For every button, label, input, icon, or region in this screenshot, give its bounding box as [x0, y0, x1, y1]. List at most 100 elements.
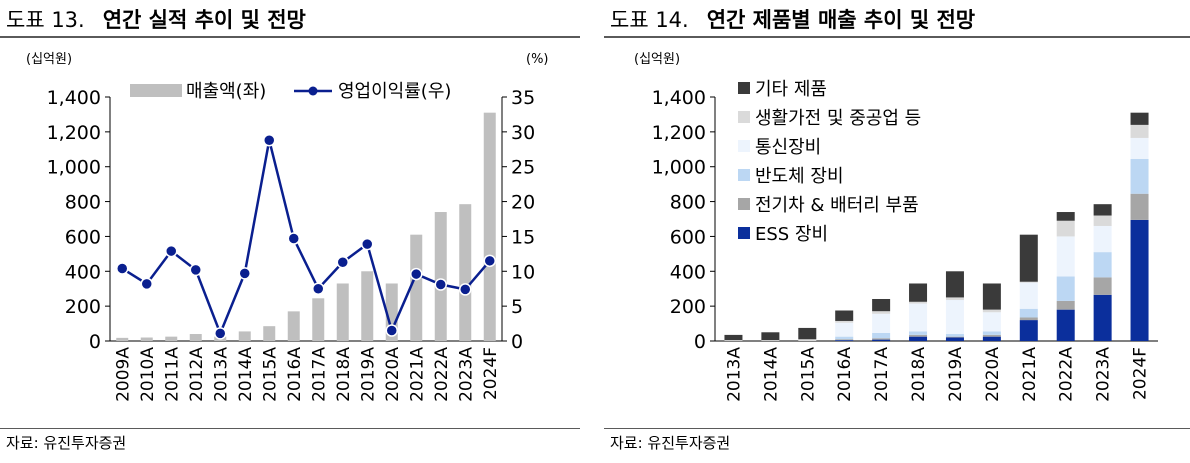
bar-segment	[1019, 317, 1038, 321]
x-tick-label: 2023A	[456, 347, 476, 402]
y-tick-label-left: 1,000	[652, 157, 706, 179]
point-operating-margin	[385, 324, 398, 337]
y-tick-label-right: 30	[511, 122, 535, 144]
x-tick-label: 2014A	[761, 347, 781, 402]
bar-revenue	[189, 334, 202, 341]
bar-segment	[1019, 281, 1038, 283]
line-operating-margin	[121, 139, 491, 337]
chart-title-text: 연간 실적 추이 및 전망	[102, 8, 306, 32]
bar-revenue	[483, 112, 496, 341]
bar-revenue	[459, 204, 472, 341]
bar-segment	[872, 311, 891, 314]
bar-revenue	[287, 311, 300, 341]
bar-segment	[1056, 309, 1075, 341]
bar-segment	[945, 334, 964, 337]
y-tick-label-left: 1,400	[652, 87, 706, 109]
bar-segment	[872, 339, 891, 341]
point-operating-margin	[116, 262, 129, 275]
point-operating-margin	[238, 267, 251, 280]
bar-segment	[1130, 124, 1149, 138]
point-operating-margin	[312, 282, 325, 295]
bar-revenue	[263, 326, 276, 341]
x-tick-label: 2012A	[187, 347, 207, 402]
legend-swatch-revenue	[130, 84, 182, 97]
point-operating-margin	[434, 278, 447, 291]
product-revenue-chart: (십억원) 0 200 400 600 800 1,000 1,200 1,400 2013A 20…	[634, 52, 1158, 402]
bar-segment	[872, 338, 891, 340]
bar-segment	[982, 336, 1001, 341]
x-tick-label: 2022A	[432, 347, 452, 402]
legend-swatch	[738, 82, 750, 94]
bar-revenue	[336, 283, 349, 341]
bar-segment	[1056, 212, 1075, 221]
y-tick-label-left: 0	[89, 331, 101, 353]
x-tick-label: 2019A	[946, 347, 966, 402]
x-tick-label: 2020A	[383, 347, 403, 402]
point-operating-margin	[410, 267, 423, 281]
y-tick-label-left: 1,000	[47, 157, 101, 179]
source-note: 자료: 유진투자증권	[610, 434, 731, 452]
bar-segment	[1056, 276, 1075, 301]
bar-segment	[982, 312, 1001, 332]
bar-segment	[835, 310, 854, 321]
y-tick-label-right: 15	[511, 226, 535, 248]
x-tick-label: 2013A	[211, 347, 231, 402]
y-tick-label-left: 400	[670, 261, 706, 283]
figure-label: 도표 14.	[610, 8, 689, 32]
chart-title-products: 도표 14. 연간 제품별 매출 추이 및 전망	[610, 4, 975, 34]
bar-revenue	[140, 337, 153, 341]
point-operating-margin	[189, 263, 202, 277]
y-tick-label-left: 0	[694, 331, 706, 353]
point-operating-margin	[336, 255, 349, 269]
x-tick-label: 2015A	[798, 347, 818, 402]
x-tick-label: 2018A	[909, 347, 929, 402]
bar-segment	[1093, 294, 1112, 341]
bar-segment	[1056, 220, 1075, 237]
bar-segment	[1093, 225, 1112, 253]
x-tick-label: 2009A	[113, 347, 133, 402]
bar-segment	[982, 309, 1001, 313]
bar-segment	[1019, 320, 1038, 341]
x-tick-label: 2022A	[1057, 347, 1077, 402]
legend-label: 생활가전 및 중공업 등	[755, 108, 921, 129]
legend-label: 통신장비	[755, 137, 821, 158]
x-tick-label: 2016A	[285, 347, 305, 402]
point-operating-margin	[140, 277, 153, 291]
legend-swatch	[738, 140, 750, 152]
bar-segment	[872, 298, 891, 312]
y-tick-label-left: 1,200	[47, 122, 101, 144]
bar-segment	[982, 334, 1001, 337]
x-tick-label: 2011A	[162, 347, 182, 402]
bar-segment	[798, 327, 817, 340]
legend-label: 기타 제품	[755, 79, 827, 100]
point-operating-margin	[165, 244, 178, 258]
bar-segment	[1056, 236, 1075, 277]
y-tick-label-right: 35	[511, 87, 535, 109]
bar-segment	[982, 331, 1001, 335]
point-operating-margin	[361, 237, 374, 251]
y-tick-label-left: 800	[65, 192, 101, 214]
x-tick-label: 2021A	[407, 347, 427, 402]
legend-swatch	[738, 111, 750, 123]
bar-segment	[1093, 215, 1112, 226]
chart-title-text: 연간 제품별 매출 추이 및 전망	[706, 8, 976, 32]
x-tick-label: 2023A	[1094, 347, 1114, 402]
bar-segment	[835, 340, 854, 341]
bar-segment	[1130, 137, 1149, 159]
bar-segment	[909, 334, 928, 337]
x-tick-label: 2021A	[1020, 347, 1040, 402]
bar-segment	[1130, 219, 1149, 341]
point-operating-margin	[459, 283, 472, 296]
title-divider	[0, 36, 580, 38]
bar-segment	[761, 332, 780, 341]
x-tick-label: 2020A	[983, 347, 1003, 402]
point-operating-margin	[287, 232, 300, 245]
bar-segment	[798, 339, 817, 341]
y-axis-unit-right: (%)	[526, 52, 549, 67]
x-tick-label: 2010A	[138, 347, 158, 402]
legend-label: 반도체 장비	[755, 166, 844, 187]
y-tick-label-left: 1,400	[47, 87, 101, 109]
source-divider	[0, 428, 580, 429]
y-tick-label-right: 20	[511, 192, 535, 214]
bar-segment	[909, 336, 928, 341]
